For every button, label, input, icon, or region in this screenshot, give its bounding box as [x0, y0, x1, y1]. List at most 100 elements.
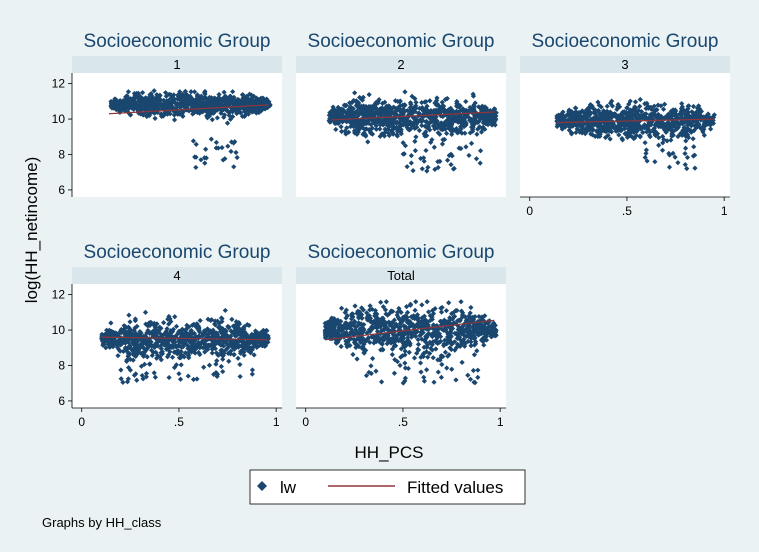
scatter-point	[423, 147, 429, 154]
scatter-point	[414, 329, 420, 335]
scatter-point	[586, 123, 592, 129]
fitted-line	[556, 118, 715, 124]
scatter-point	[184, 322, 190, 328]
scatter-point	[383, 311, 389, 317]
scatter-point	[423, 109, 429, 116]
scatter-point	[423, 105, 429, 112]
scatter-point	[353, 344, 359, 351]
scatter-point	[215, 324, 222, 330]
scatter-point	[669, 121, 675, 127]
scatter-point	[134, 377, 140, 383]
scatter-point	[570, 113, 576, 120]
scatter-point	[479, 330, 485, 337]
scatter-point	[231, 346, 237, 352]
scatter-point	[194, 376, 200, 382]
scatter-point	[349, 117, 356, 123]
scatter-point	[470, 327, 477, 333]
scatter-point	[393, 108, 400, 114]
scatter-point	[417, 333, 423, 339]
scatter-point	[404, 330, 410, 337]
scatter-point	[365, 120, 371, 126]
scatter-point	[235, 355, 241, 361]
scatter-point	[224, 120, 231, 126]
scatter-point	[468, 140, 475, 147]
scatter-point	[594, 123, 600, 129]
scatter-point	[472, 100, 478, 106]
scatter-point	[422, 317, 429, 323]
scatter-point	[381, 120, 387, 127]
scatter-point	[417, 360, 424, 366]
scatter-point	[603, 121, 609, 127]
scatter-point	[489, 122, 495, 128]
scatter-point	[177, 89, 183, 95]
scatter-point	[446, 112, 452, 118]
scatter-point	[427, 313, 433, 319]
scatter-point	[261, 332, 267, 338]
scatter-point	[366, 369, 372, 375]
scatter-point	[614, 117, 621, 123]
scatter-point	[610, 121, 617, 127]
scatter-point	[708, 126, 714, 132]
scatter-point	[450, 119, 456, 125]
scatter-point	[698, 113, 704, 119]
scatter-point	[168, 329, 174, 336]
scatter-point	[660, 140, 666, 146]
scatter-point	[198, 157, 204, 163]
scatter-point	[654, 112, 661, 118]
scatter-point	[137, 329, 143, 335]
panel-title: Socioeconomic Group	[532, 31, 719, 52]
scatter-point	[432, 306, 438, 312]
scatter-point	[358, 125, 364, 131]
scatter-point	[141, 351, 147, 358]
scatter-point	[244, 107, 251, 113]
scatter-point	[211, 109, 217, 115]
scatter-point	[673, 113, 680, 119]
scatter-point	[343, 341, 349, 347]
panel-strip-label: 4	[173, 268, 180, 283]
scatter-point	[424, 168, 430, 174]
scatter-point	[394, 358, 401, 365]
scatter-point	[169, 337, 175, 343]
scatter-point	[413, 103, 419, 109]
scatter-point	[660, 120, 666, 126]
scatter-point	[409, 110, 415, 117]
scatter-point	[162, 90, 169, 96]
scatter-point	[342, 309, 348, 316]
scatter-point	[466, 115, 472, 121]
scatter-point	[448, 333, 454, 339]
scatter-point	[637, 115, 643, 122]
scatter-point	[369, 355, 376, 362]
scatter-point	[413, 134, 419, 140]
scatter-point	[402, 102, 408, 108]
scatter-point	[174, 351, 180, 357]
scatter-point	[207, 95, 213, 101]
scatter-point	[477, 124, 483, 130]
scatter-point	[428, 345, 434, 351]
scatter-point	[402, 143, 409, 149]
scatter-point	[213, 139, 219, 146]
scatter-point	[413, 333, 419, 339]
scatter-point	[172, 314, 178, 320]
scatter-point	[441, 106, 447, 113]
scatter-point	[449, 131, 455, 138]
scatter-point	[613, 124, 619, 130]
scatter-point	[362, 114, 368, 120]
scatter-points	[99, 307, 271, 385]
scatter-point	[678, 112, 684, 118]
scatter-point	[190, 138, 196, 144]
scatter-point	[214, 318, 221, 324]
scatter-point	[566, 127, 572, 133]
scatter-point	[382, 99, 388, 105]
scatter-point	[576, 109, 582, 116]
scatter-point	[165, 338, 171, 345]
scatter-point	[102, 332, 109, 339]
scatter-point	[156, 327, 162, 334]
scatter-point	[463, 144, 469, 150]
scatter-point	[356, 331, 363, 337]
scatter-point	[205, 332, 211, 338]
scatter-point	[492, 122, 498, 128]
scatter-point	[361, 109, 367, 115]
scatter-point	[170, 326, 177, 332]
scatter-point	[228, 328, 234, 334]
scatter-point	[678, 130, 684, 136]
